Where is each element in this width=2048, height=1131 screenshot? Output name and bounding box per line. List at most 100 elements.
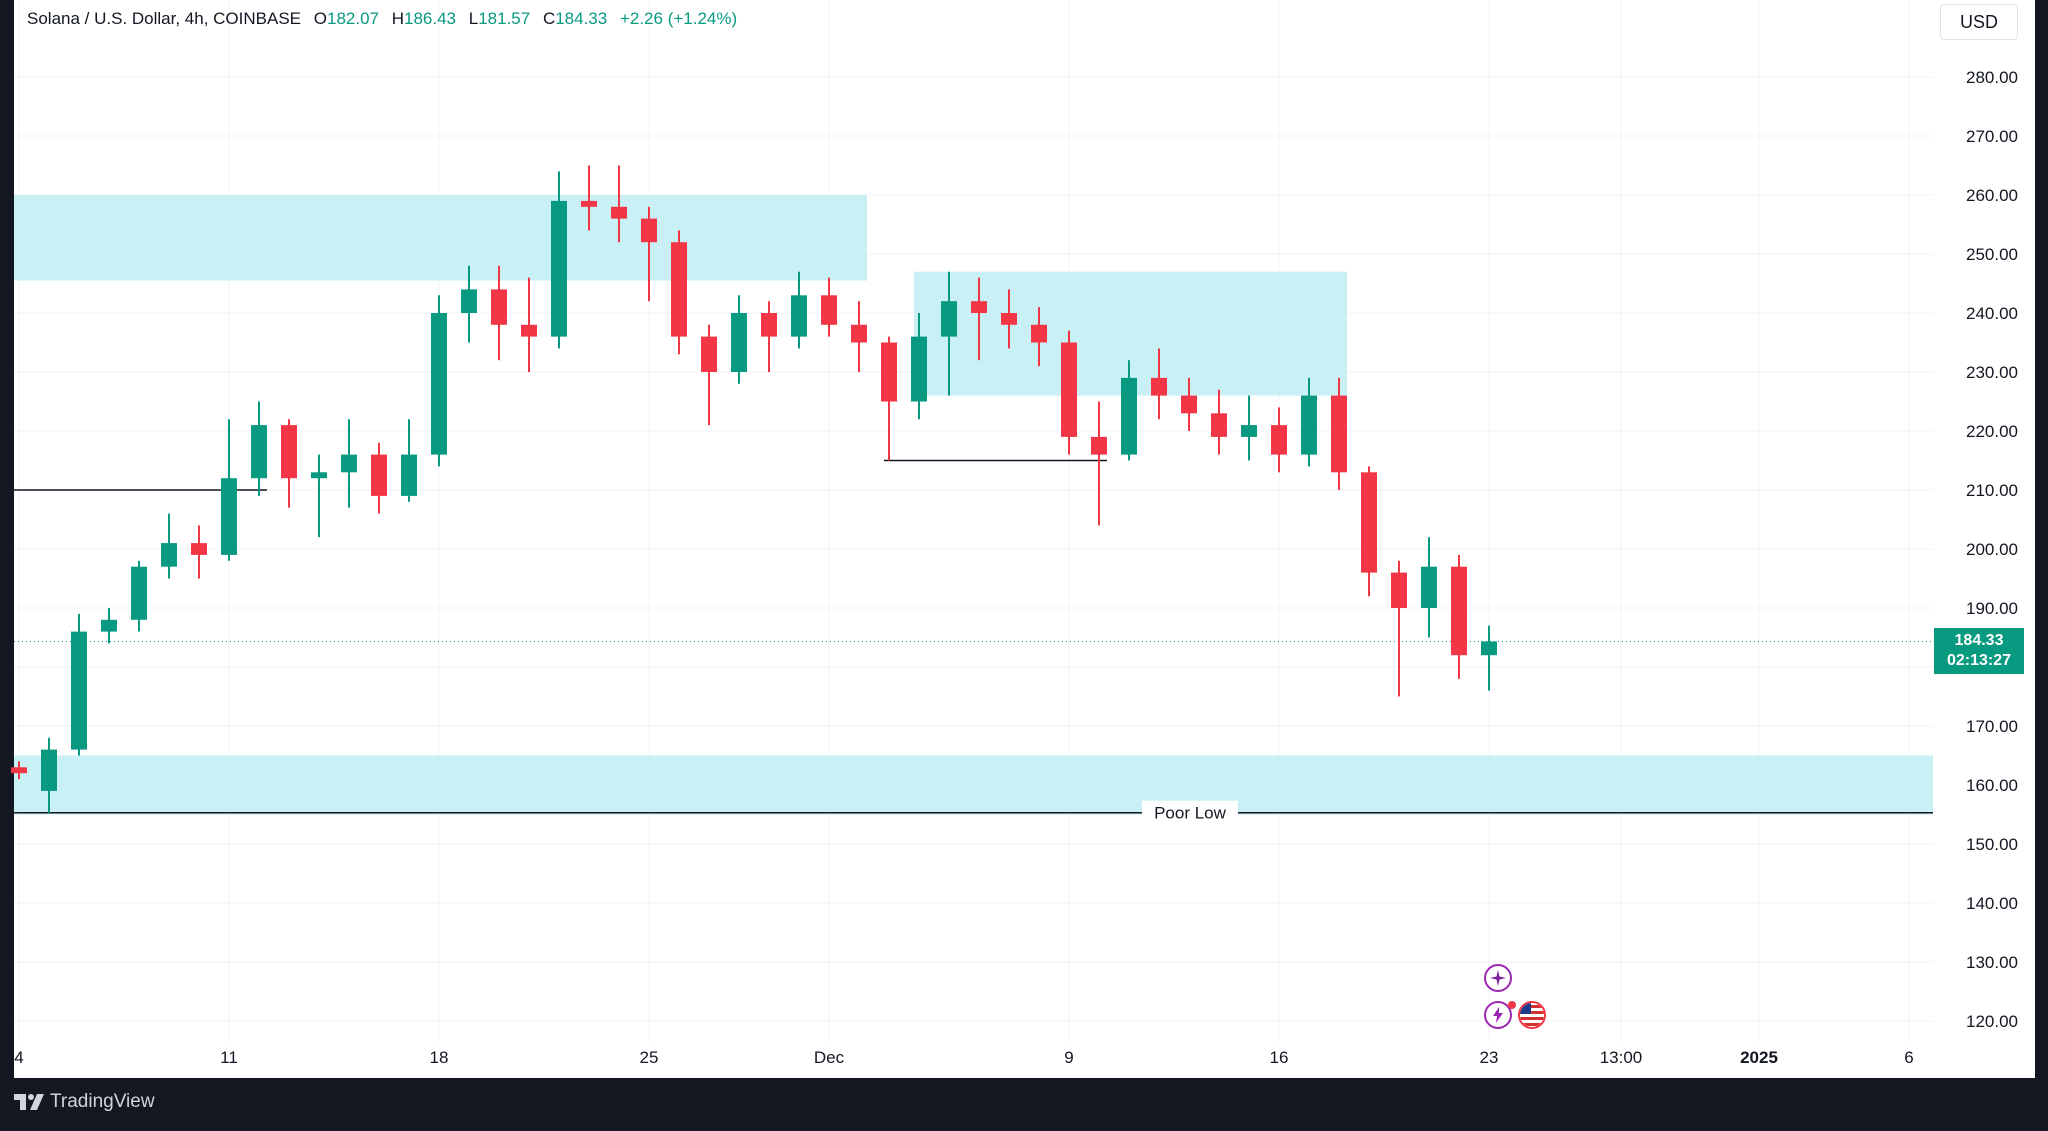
candle-body (911, 336, 927, 402)
price-tick-label: 170.00 (1966, 717, 2018, 736)
footer-bar: TradingView (0, 1078, 2048, 1131)
candle-body (41, 749, 57, 791)
sparkle-icon[interactable] (1484, 964, 1512, 992)
last-price-label: 184.33 02:13:27 (1934, 628, 2024, 674)
candle-body (221, 478, 237, 555)
price-tick-label: 120.00 (1966, 1012, 2018, 1031)
open-label: O (313, 9, 327, 28)
candle-body (191, 543, 207, 555)
price-tick-label: 190.00 (1966, 599, 2018, 618)
time-tick-label: 11 (220, 1048, 238, 1067)
candle-body (1241, 425, 1257, 437)
supply-demand-zone (14, 195, 867, 281)
price-tick-label: 210.00 (1966, 481, 2018, 500)
candle-body (671, 242, 687, 337)
candle-body (821, 295, 837, 325)
candle-body (1481, 641, 1497, 656)
candle-body (1301, 395, 1317, 455)
currency-button[interactable]: USD (1940, 4, 2018, 40)
candle-body (251, 425, 267, 479)
candle-body (1271, 425, 1287, 455)
candle-body (371, 454, 387, 496)
us-flag-icon[interactable] (1518, 1001, 1546, 1029)
high-value: 186.43 (404, 9, 456, 28)
candle-body (401, 454, 417, 496)
candle-body (341, 454, 357, 473)
supply-demand-zone (914, 271, 1347, 396)
low-value: 181.57 (478, 9, 531, 28)
chart-pane[interactable]: Poor Low 280.00270.00260.00250.00240.002… (0, 0, 2048, 1078)
price-tick-label: 270.00 (1966, 127, 2018, 146)
price-tick-label: 260.00 (1966, 186, 2018, 205)
symbol-name: Solana / U.S. Dollar, 4h, COINBASE (27, 9, 302, 28)
candle-body (101, 619, 117, 632)
candle-body (1061, 342, 1077, 437)
price-tick-label: 140.00 (1966, 894, 2018, 913)
supply-demand-zone (14, 755, 1933, 815)
candle-body (1211, 413, 1227, 437)
candle-body (1391, 572, 1407, 608)
candle-body (1451, 566, 1467, 656)
candle-body (71, 631, 87, 750)
right-frame-edge (2035, 0, 2048, 1078)
candle-body (461, 289, 477, 313)
time-tick-label: Dec (814, 1048, 845, 1067)
candle-body (851, 324, 867, 343)
last-price-value: 184.33 (1954, 632, 2004, 649)
candle-body (611, 206, 627, 219)
poor-low-label: Poor Low (1154, 804, 1227, 823)
bar-countdown: 02:13:27 (1946, 652, 2012, 669)
candle-body (1151, 377, 1167, 396)
time-tick-label: 25 (640, 1048, 659, 1067)
candle-body (491, 289, 507, 325)
time-tick-label: 4 (14, 1048, 23, 1067)
candle-body (131, 566, 147, 620)
time-tick-label: 6 (1904, 1048, 1913, 1067)
high-label: H (391, 9, 404, 28)
candle-body (551, 200, 567, 337)
level-label-bg (1142, 800, 1238, 825)
candle-body (1421, 566, 1437, 608)
candles (11, 165, 1497, 813)
price-tick-label: 230.00 (1966, 363, 2018, 382)
close-value: 184.33 (555, 9, 608, 28)
tradingview-logo-icon (14, 1094, 44, 1110)
price-tick-label: 200.00 (1966, 540, 2018, 559)
candle-body (161, 543, 177, 567)
tradingview-logo[interactable]: TradingView (14, 1091, 155, 1113)
candle-body (1331, 395, 1347, 473)
price-tick-label: 280.00 (1966, 68, 2018, 87)
candle-body (1361, 472, 1377, 573)
price-tick-label: 130.00 (1966, 953, 2018, 972)
candle-body (311, 472, 327, 479)
candle-body (761, 313, 777, 337)
price-tick-label: 240.00 (1966, 304, 2018, 323)
candle-body (281, 425, 297, 479)
price-tick-label: 150.00 (1966, 835, 2018, 854)
time-tick-label: 18 (430, 1048, 449, 1067)
candle-body (971, 301, 987, 313)
time-tick-label: 13:00 (1600, 1048, 1643, 1067)
candle-body (731, 313, 747, 372)
close-label: C (542, 9, 556, 28)
candle-body (791, 295, 807, 337)
time-tick-label: 23 (1480, 1048, 1499, 1067)
change-value: +2.26 (+1.24%) (619, 9, 738, 28)
candle-body (521, 324, 537, 337)
brand-name: TradingView (50, 1091, 155, 1112)
candle-body (581, 200, 597, 207)
zones (14, 195, 1933, 815)
price-tick-label: 220.00 (1966, 422, 2018, 441)
price-tick-label: 160.00 (1966, 776, 2018, 795)
candle-body (1001, 313, 1017, 325)
left-frame-edge (0, 0, 14, 1078)
low-label: L (468, 9, 479, 28)
grid-lines (14, 0, 1934, 1042)
candle-body (641, 218, 657, 243)
candle-body (431, 313, 447, 455)
symbol-legend[interactable]: Solana / U.S. Dollar, 4h, COINBASE O182.… (27, 9, 737, 29)
open-value: 182.07 (326, 9, 379, 28)
time-tick-label: 16 (1270, 1048, 1289, 1067)
lightning-icon[interactable] (1484, 1001, 1512, 1029)
time-tick-label: 2025 (1740, 1048, 1778, 1067)
